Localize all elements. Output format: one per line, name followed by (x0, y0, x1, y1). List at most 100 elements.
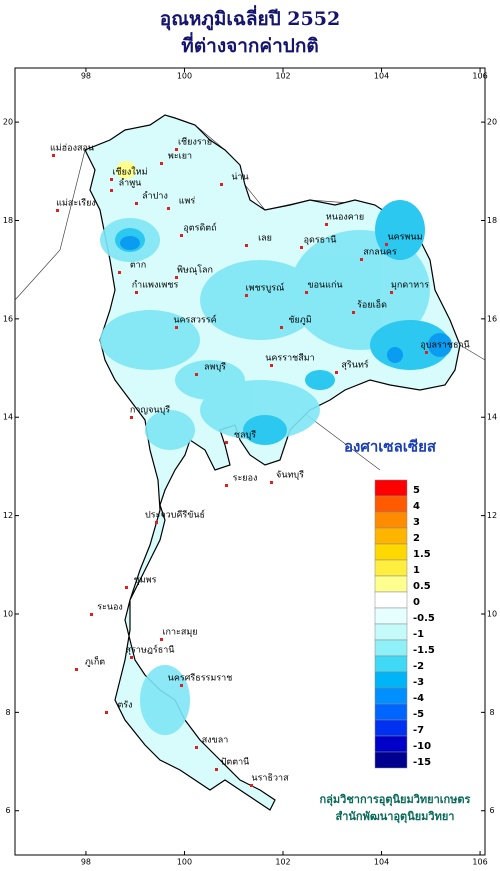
legend-label: 0.5 (413, 581, 431, 592)
place-label: อุตรดิตถ์ (183, 222, 216, 234)
lon-label: 104 (374, 858, 389, 867)
lon-label: 102 (275, 858, 290, 867)
place-label: ระยอง (233, 474, 258, 484)
place-label: เกาะสมุย (162, 628, 197, 638)
lat-label: 14 (487, 413, 497, 422)
lon-label: 100 (177, 72, 192, 81)
lat-label: 18 (3, 216, 13, 225)
legend-swatch (374, 479, 408, 497)
place-label: สุราษฎร์ธานี (126, 644, 175, 656)
place-label: ชลบุรี (234, 430, 256, 441)
station (195, 746, 198, 749)
legend-swatch (374, 607, 408, 625)
place-label: นครศรีธรรมราช (168, 673, 233, 684)
legend-swatch (374, 575, 408, 593)
legend-label: 1 (413, 565, 420, 576)
station (270, 364, 273, 367)
place-label: เชียงราย (178, 137, 212, 148)
station (118, 271, 121, 274)
station (385, 243, 388, 246)
station (130, 656, 133, 659)
legend-swatch (374, 623, 408, 641)
place-label: เพชรบูรณ์ (246, 282, 285, 294)
station (180, 234, 183, 237)
lat-label: 12 (487, 511, 497, 520)
station (390, 291, 393, 294)
legend-swatch (374, 527, 408, 545)
place-label: สงขลา (202, 736, 229, 746)
place-label: พิษณุโลก (177, 265, 213, 276)
place-label: อุบลราชธานี (420, 340, 469, 351)
lat-label: 16 (3, 314, 13, 323)
place-label: ภูเก็ต (85, 655, 105, 668)
lon-label: 106 (472, 72, 487, 81)
station (135, 202, 138, 205)
station (155, 521, 158, 524)
legend-label: -4 (413, 693, 424, 704)
lon-label: 102 (275, 72, 290, 81)
place-label: แม่สะเรียง (56, 198, 96, 209)
station (90, 613, 93, 616)
station (180, 684, 183, 687)
station (305, 291, 308, 294)
lat-label: 8 (489, 708, 494, 717)
legend-swatch (374, 671, 408, 689)
station (220, 183, 223, 186)
title: ที่ต่างจากค่าปกติ (181, 32, 318, 57)
place-label: ระนอง (97, 603, 123, 613)
legend-label: -5 (413, 709, 424, 720)
station (135, 291, 138, 294)
legend-swatch (374, 655, 408, 673)
station (195, 373, 198, 376)
station (75, 668, 78, 671)
legend-label: -1.5 (413, 645, 435, 656)
land (14, 114, 486, 811)
place-label: เชียงใหม่ (112, 167, 147, 178)
place-label: จันทบุรี (276, 470, 304, 481)
place-label: กำแพงเพชร (132, 280, 179, 291)
place-label: แพร่ (179, 197, 196, 207)
lat-label: 20 (487, 118, 497, 127)
place-label: มุกดาหาร (391, 281, 429, 291)
lat-label: 6 (489, 806, 494, 815)
legend-label: 3 (413, 517, 420, 528)
lat-label: 6 (5, 806, 10, 815)
station (352, 311, 355, 314)
station (215, 768, 218, 771)
lon-label: 100 (177, 858, 192, 867)
place-label: ตรัง (117, 701, 132, 711)
title: อุณหภูมิเฉลี่ยปี 2552 (160, 5, 340, 31)
station (110, 189, 113, 192)
legend-swatch (374, 639, 408, 657)
map-frame (14, 67, 486, 856)
station (125, 586, 128, 589)
station (56, 209, 59, 212)
station (245, 294, 248, 297)
lon-label: 104 (374, 72, 389, 81)
credit: กลุ่มวิชาการอุตุนิยมวิทยาเกษตร (320, 793, 471, 807)
lat-label: 10 (3, 609, 13, 618)
legend-label: 2 (413, 533, 420, 544)
station (280, 326, 283, 329)
station (335, 371, 338, 374)
legend-swatch (374, 719, 408, 737)
lat-label: 18 (487, 216, 497, 225)
station (300, 246, 303, 249)
place-label: สกลนคร (363, 248, 397, 258)
legend-label: -1 (413, 629, 424, 640)
place-label: น่าน (231, 173, 248, 183)
station (160, 162, 163, 165)
station (250, 784, 253, 787)
legend-label: -15 (413, 757, 431, 768)
place-label: ลำพูน (119, 178, 142, 189)
place-label: หนองคาย (326, 213, 364, 223)
place-label: นครราชสีมา (265, 353, 314, 364)
lat-label: 12 (3, 511, 13, 520)
station (110, 178, 113, 181)
station (130, 416, 133, 419)
station (225, 441, 228, 444)
legend-label: 5 (413, 485, 420, 496)
legend-swatch (374, 735, 408, 753)
place-label: แม่ฮ่องสอน (50, 144, 94, 154)
legend-swatch (374, 559, 408, 577)
